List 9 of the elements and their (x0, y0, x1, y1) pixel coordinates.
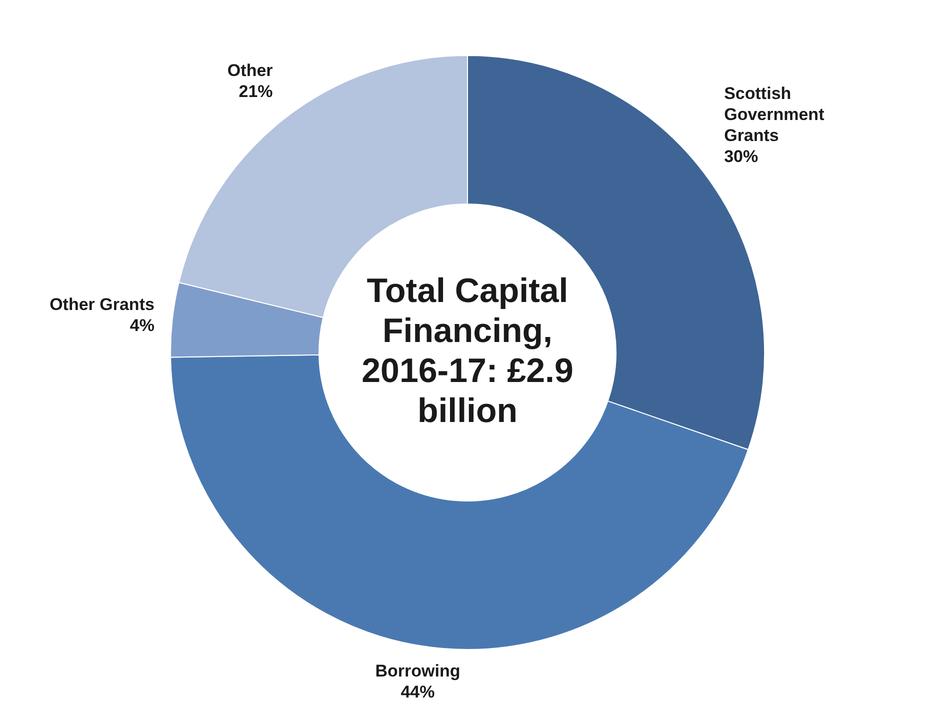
data-label: 4% (130, 316, 154, 335)
slice-label: Scottish Government Grants (724, 84, 825, 145)
slice-label: Borrowing (375, 662, 460, 681)
data-label: 21% (238, 82, 273, 102)
slice-label: Other Grants (50, 294, 154, 314)
slice-label: Other (227, 61, 274, 80)
data-label: 44% (400, 682, 435, 702)
text: Total Capital Financing, 2016-17: £2.9 billion (362, 272, 574, 430)
data-label: 30% (724, 146, 758, 166)
